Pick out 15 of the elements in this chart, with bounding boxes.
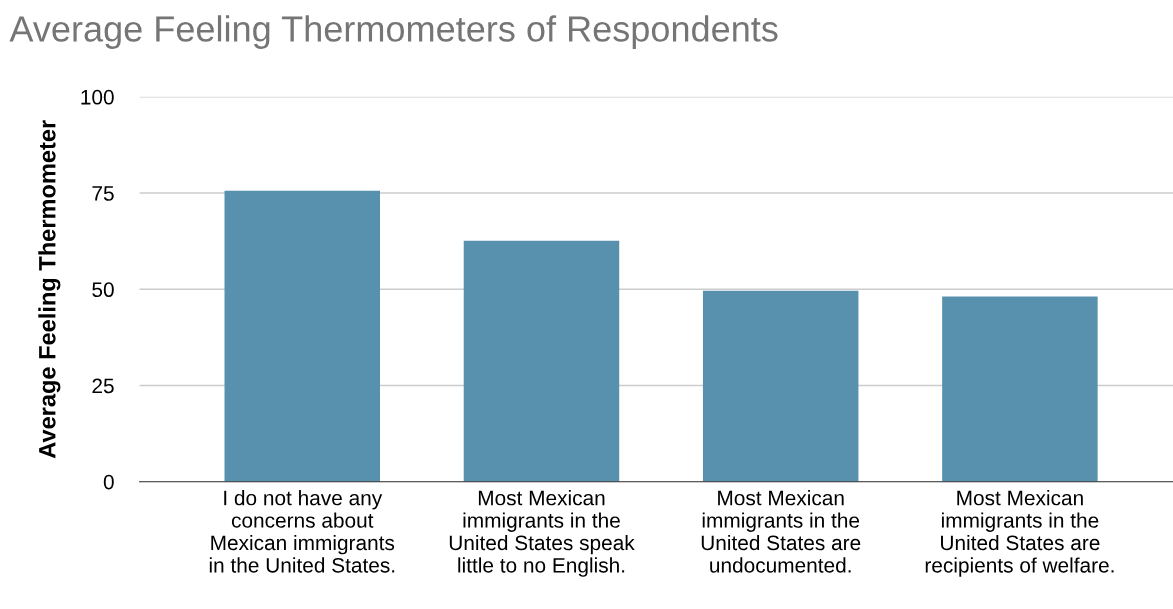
y-axis-title: Average Feeling Thermometer <box>38 120 61 459</box>
y-tick-label: 75 <box>92 186 114 201</box>
bar <box>702 290 859 482</box>
y-tick-label: 25 <box>92 378 114 394</box>
bar <box>224 190 380 482</box>
y-tick-label: 100 <box>81 89 114 105</box>
x-tick-label: Most Mexican immigrants in the United States are recipients of welfare. <box>925 490 1114 577</box>
x-tick-label: I do not have any concerns about Mexican immigrants in the United States. <box>209 490 395 573</box>
y-tick-label: 50 <box>92 282 114 298</box>
bar <box>942 296 1098 482</box>
x-tick-label: Most Mexican immigrants in the United States speak little to no English. <box>449 490 635 577</box>
chart-title: Average Feeling Thermometers of Respondents <box>9 15 778 49</box>
bar <box>463 240 620 482</box>
x-tick-label: Most Mexican immigrants in the United States are undocumented. <box>701 490 861 573</box>
y-tick-label: 0 <box>103 474 114 490</box>
